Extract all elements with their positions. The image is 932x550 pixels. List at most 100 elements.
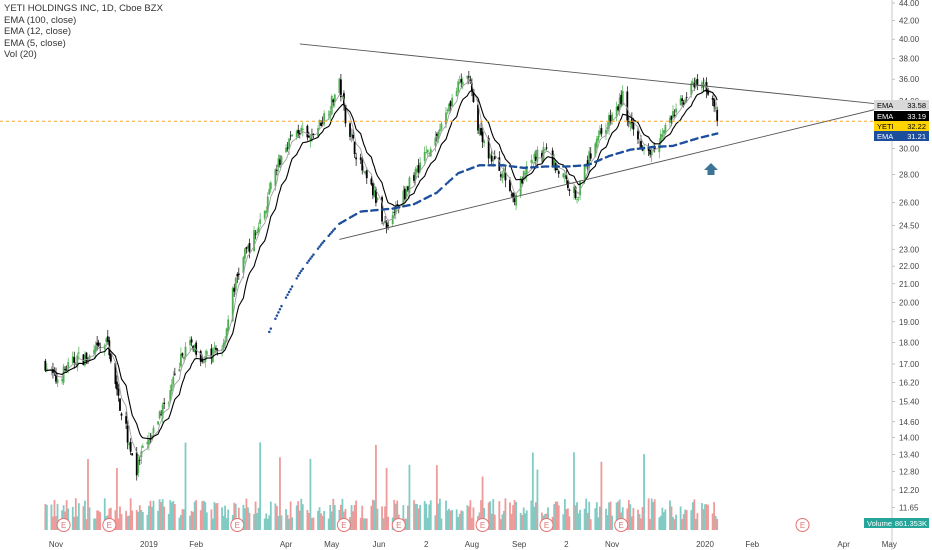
volume-bar	[457, 517, 460, 530]
legend-ema5[interactable]: EMA (5, close)	[4, 37, 66, 49]
ema100-point	[546, 165, 550, 168]
volume-bar	[221, 507, 223, 530]
candle-body	[375, 189, 377, 203]
candle-body	[556, 168, 559, 170]
candle-body	[254, 233, 257, 235]
volume-bar	[85, 519, 88, 530]
volume-bar	[117, 518, 120, 530]
volume-bar	[193, 501, 196, 530]
volume-bar	[365, 518, 368, 530]
candle-body	[109, 353, 112, 362]
volume-bar	[350, 505, 353, 530]
candle-body	[509, 179, 511, 191]
volume-bar	[285, 509, 287, 530]
candle-body	[221, 348, 223, 350]
volume-bar	[160, 502, 163, 530]
candle-body	[504, 171, 507, 181]
volume-bar	[362, 518, 365, 530]
candle-body	[461, 82, 464, 85]
candle-body	[181, 353, 184, 356]
chart-legend: YETI HOLDINGS INC, 1D, Cboe BZX EMA (100…	[4, 3, 163, 61]
ema100-point	[316, 247, 320, 250]
volume-bar	[120, 514, 123, 530]
legend-vol[interactable]: Vol (20)	[4, 49, 37, 60]
candle-body	[637, 131, 639, 140]
candle-body	[515, 194, 517, 206]
ema100-point	[472, 166, 475, 169]
volume-bar	[359, 517, 362, 530]
candle-body	[586, 160, 589, 167]
volume-bar	[222, 515, 225, 530]
candle-body	[242, 257, 245, 273]
volume-bar	[321, 515, 324, 530]
candle-body	[573, 186, 575, 194]
candle-body	[630, 118, 633, 123]
volume-bar	[574, 505, 577, 530]
volume-bar	[632, 507, 635, 530]
volume-bar	[684, 509, 687, 530]
volume-bar	[618, 499, 621, 530]
candle-body	[365, 170, 368, 179]
candle-body	[116, 381, 118, 390]
candle-body	[440, 123, 443, 129]
earnings-marker	[391, 518, 406, 532]
volume-bar	[605, 508, 607, 530]
candle-body	[694, 80, 697, 85]
volume-bar	[705, 504, 708, 530]
volume-bar	[138, 505, 141, 530]
ema100-point	[408, 203, 411, 207]
x-tick-label: 2	[424, 540, 429, 549]
candle-body	[364, 171, 367, 174]
candle-body	[306, 125, 309, 138]
candle-body	[489, 154, 492, 156]
candle-body	[394, 205, 397, 215]
ema12-badge-box	[874, 111, 929, 121]
volume-bar	[588, 501, 591, 530]
volume-bar	[449, 510, 452, 530]
y-tick-label: 44.00	[899, 0, 920, 8]
volume-bar	[227, 509, 230, 530]
candle-body	[152, 427, 155, 433]
y-tick-label: 24.50	[899, 221, 920, 230]
ema100-point	[386, 207, 390, 211]
ema100-point	[365, 209, 369, 213]
candle-body	[419, 162, 422, 172]
legend-ema12[interactable]: EMA (12, close)	[4, 26, 72, 37]
candle-body	[588, 151, 591, 168]
candle-body	[149, 438, 152, 440]
legend-title[interactable]: YETI HOLDINGS INC, 1D, Cboe BZX	[4, 3, 163, 14]
candle-body	[225, 328, 228, 342]
volume-bar	[152, 500, 155, 530]
candle-body	[684, 99, 687, 103]
volume-bar	[704, 504, 706, 530]
legend-ema100[interactable]: EMA (100, close)	[4, 14, 77, 26]
volume-bar	[274, 503, 277, 530]
x-tick-label: May	[324, 540, 339, 549]
volume-bar	[566, 508, 569, 530]
price-badge: YETI 32.22	[874, 121, 929, 131]
ema12-badge-label: EMA	[877, 112, 893, 121]
candle-body	[423, 152, 426, 161]
ema100-point	[296, 274, 300, 277]
volume-bar	[536, 469, 539, 530]
candle-body	[439, 128, 441, 132]
candle-body	[277, 158, 280, 167]
volume-bar	[577, 513, 580, 530]
earnings-label: E	[107, 521, 112, 530]
volume-bar	[141, 512, 144, 530]
volume-bar	[557, 505, 560, 530]
candle-body	[309, 137, 312, 142]
volume-bar	[52, 516, 54, 530]
x-tick-label: Apr	[280, 540, 293, 549]
volume-bar	[481, 476, 484, 530]
volume-bar	[298, 510, 301, 530]
volume-bar	[55, 515, 57, 530]
ema100-point	[290, 285, 294, 288]
candle-body	[44, 360, 47, 371]
volume-bar	[673, 519, 676, 530]
volume-bar	[600, 461, 603, 530]
ema5-line	[45, 80, 718, 458]
candle-body	[99, 346, 102, 348]
